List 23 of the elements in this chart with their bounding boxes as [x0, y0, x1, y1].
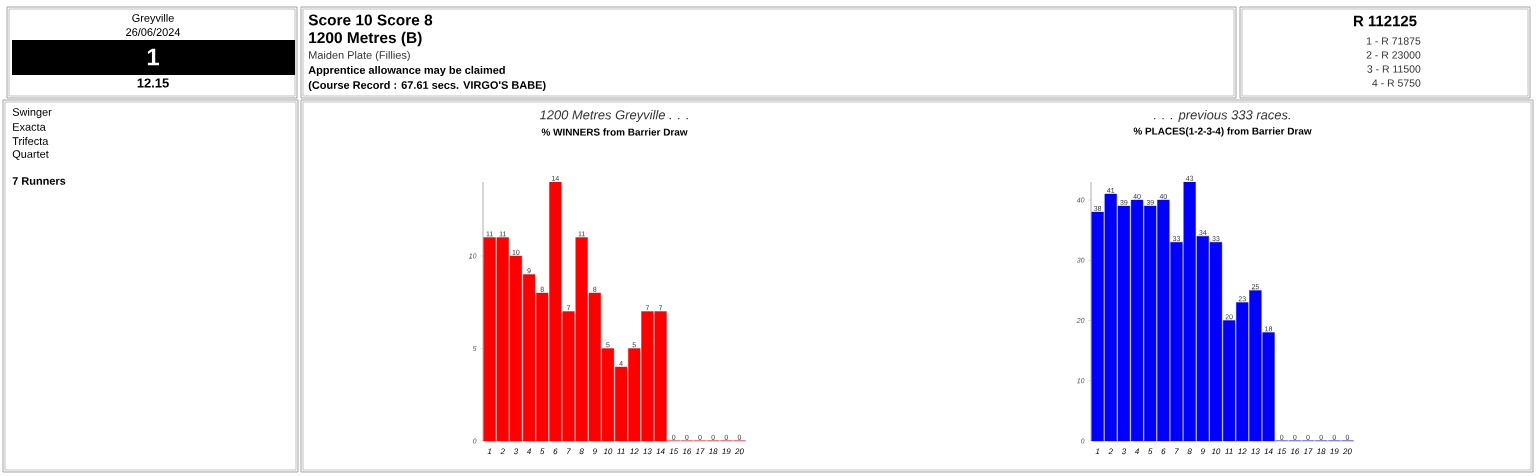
text: Exacta [13, 123, 46, 131]
chart-title: . . . previous 333 races. [1153, 109, 1290, 123]
text: Apprentice allowance may be claimed [308, 65, 505, 77]
text: 26/06/2024 [126, 27, 181, 37]
text: Quartet [12, 150, 49, 160]
text: 4 - R 5750 [1372, 79, 1421, 87]
text: 1 [147, 48, 159, 66]
text: R 112125 [1354, 15, 1417, 27]
text: 7 Runners [12, 177, 66, 185]
chart-subtitle: % WINNERS from Barrier Draw [541, 128, 688, 136]
text: 2 - R 23000 [1366, 51, 1421, 59]
text: (Course Record : 67.61 secs. VIRGO'S BABE) [308, 80, 546, 92]
text: 1 - R 71875 [1366, 37, 1421, 45]
chart-subtitle: % PLACES(1-2-3-4) from Barrier Draw [1133, 127, 1312, 137]
text: Maiden Plate (Fillies) [309, 50, 410, 62]
text: Score 10 Score 8 [308, 14, 433, 26]
text: Greyville [132, 13, 174, 25]
text: Swinger [12, 107, 52, 119]
text: Trifecta [12, 136, 49, 146]
text: 1200 Metres (B) [309, 31, 422, 47]
text: 12.15 [137, 78, 169, 88]
chart-title: 1200 Metres Greyville . . . [539, 109, 688, 123]
text: 3 - R 11500 [1367, 65, 1421, 73]
